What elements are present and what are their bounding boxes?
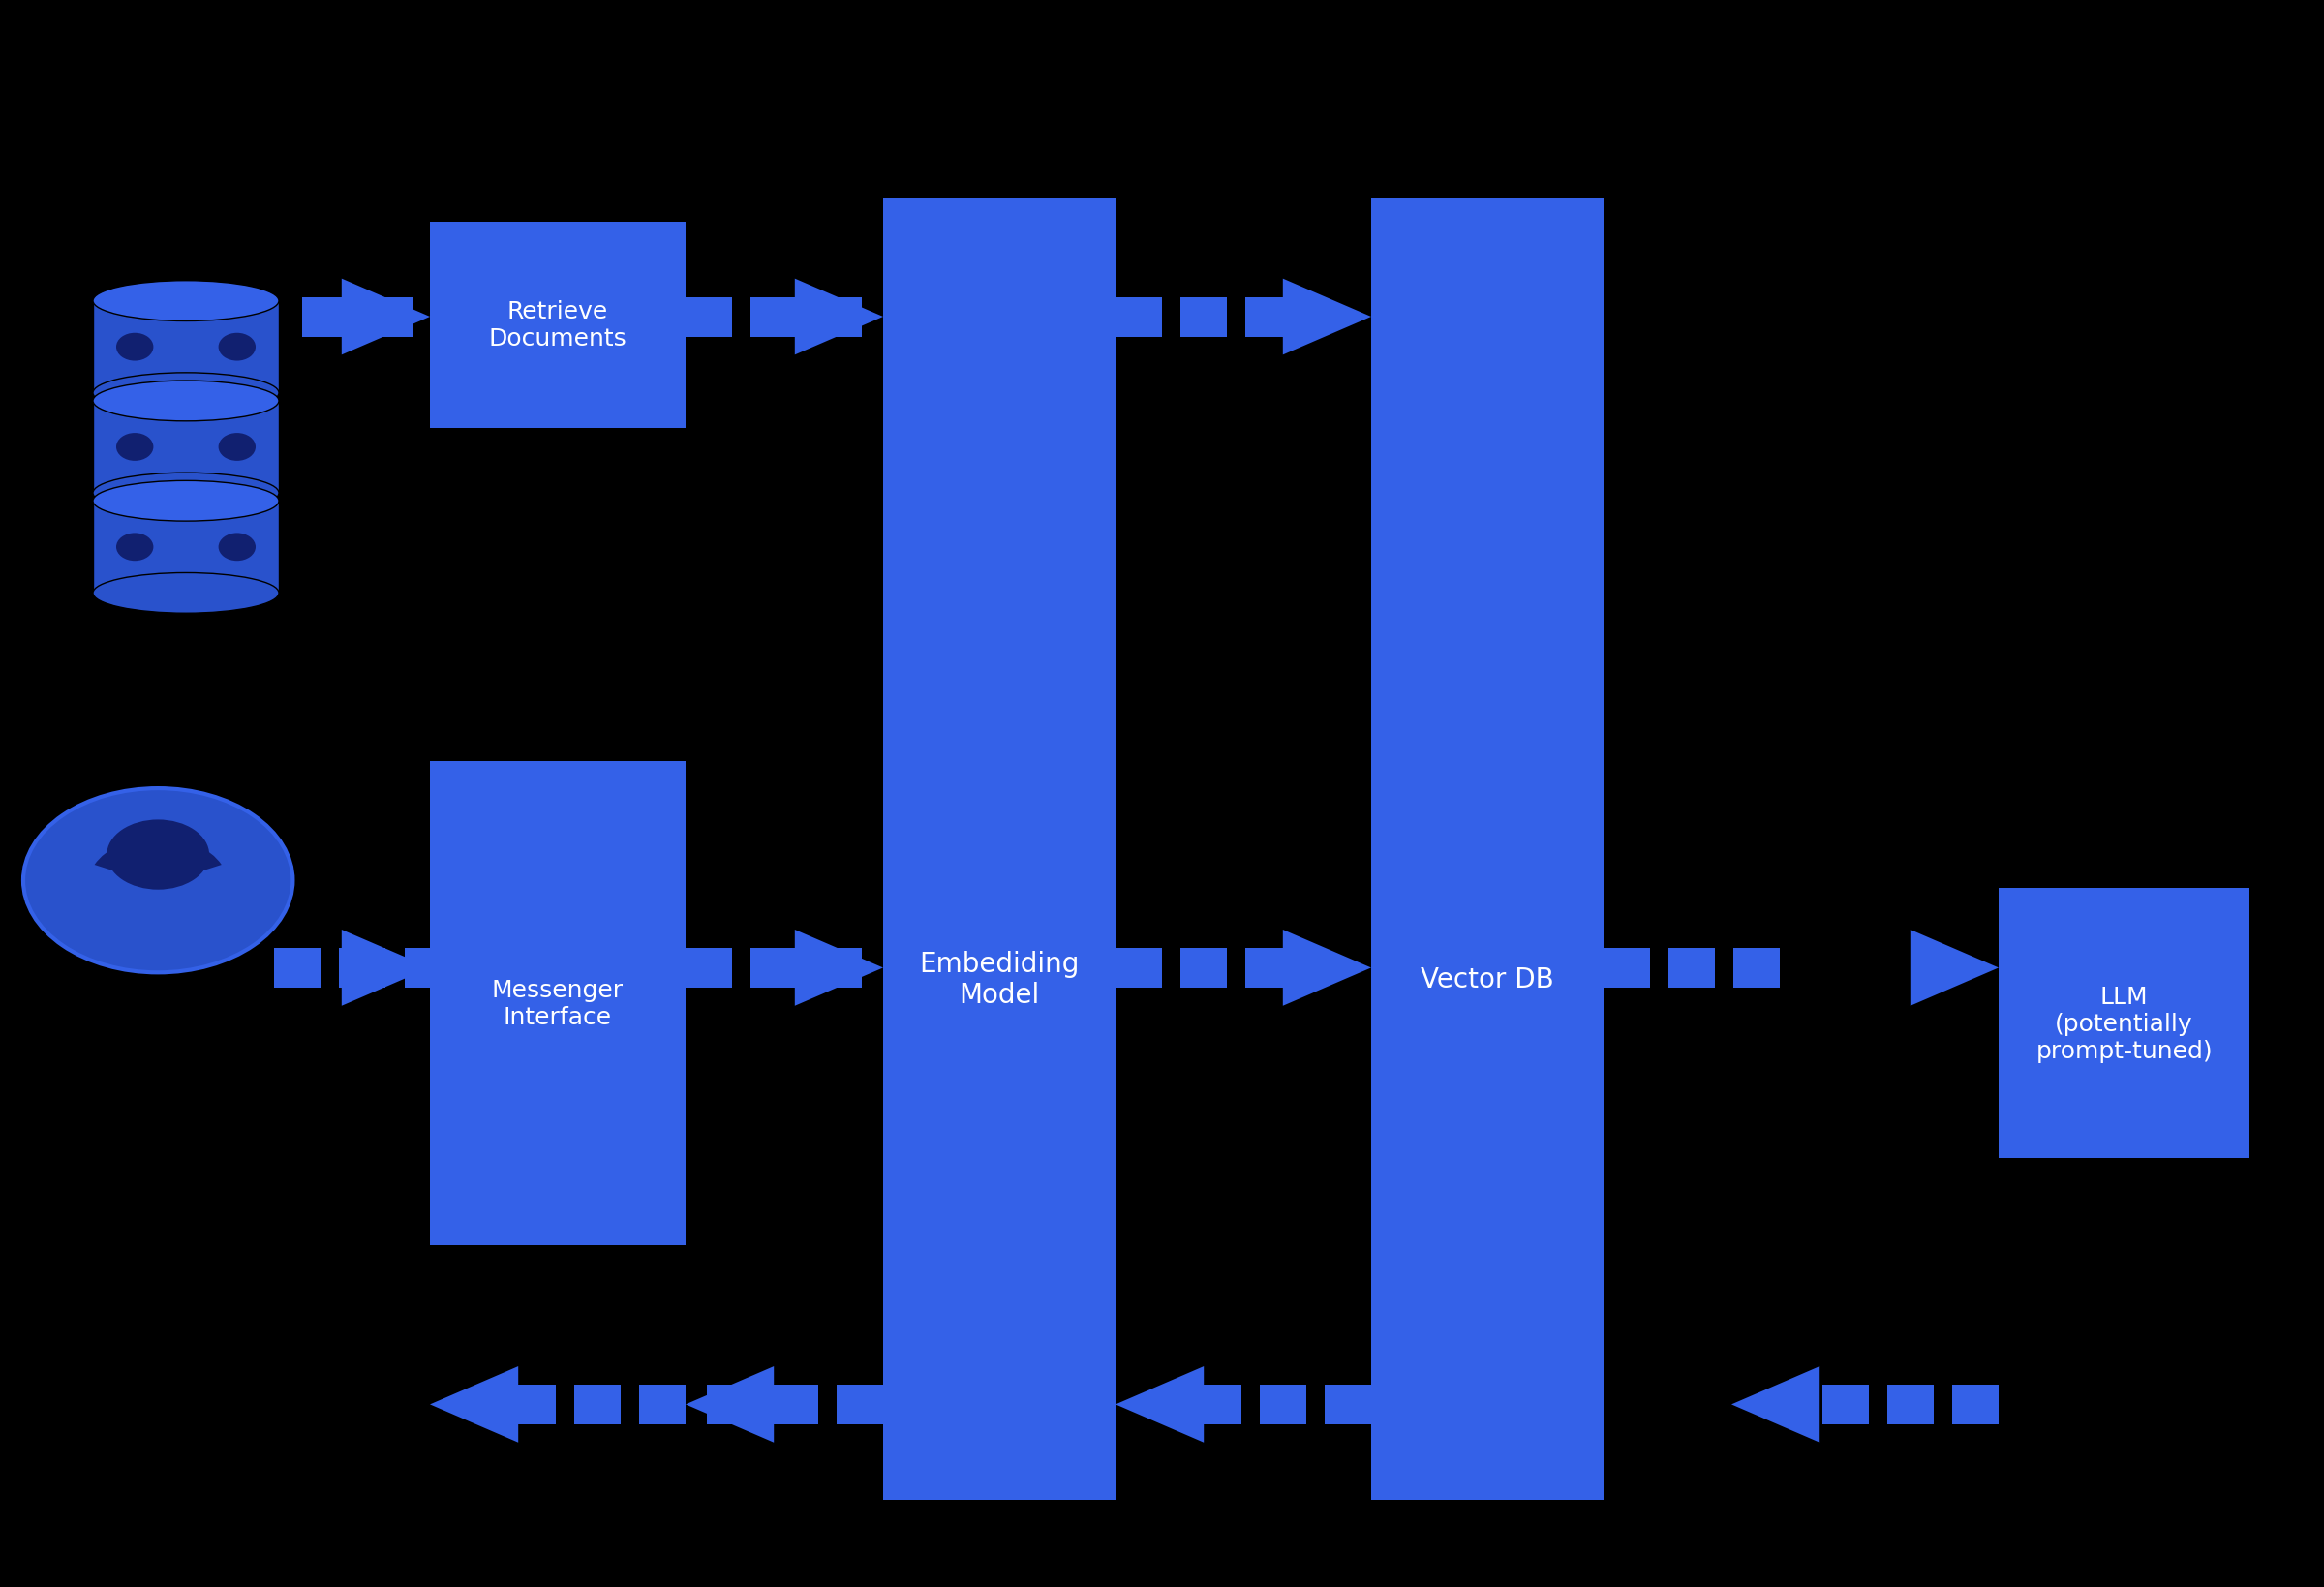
Bar xyxy=(639,1384,686,1425)
Bar xyxy=(430,762,686,1246)
Ellipse shape xyxy=(116,533,153,562)
Bar xyxy=(1669,947,1715,987)
Ellipse shape xyxy=(93,373,279,414)
Polygon shape xyxy=(1283,279,1371,355)
Ellipse shape xyxy=(93,481,279,522)
Bar xyxy=(302,297,349,336)
Bar xyxy=(404,947,451,987)
Bar xyxy=(509,1384,555,1425)
Text: Embediding
Model: Embediding Model xyxy=(920,951,1078,1008)
Bar xyxy=(1999,889,2250,1159)
Bar xyxy=(93,501,279,594)
Bar xyxy=(367,297,414,336)
Polygon shape xyxy=(1371,1366,1459,1443)
Polygon shape xyxy=(430,1366,518,1443)
Bar xyxy=(1069,1384,1116,1425)
Bar xyxy=(837,1384,883,1425)
Bar xyxy=(1492,1384,1538,1425)
Text: Vector DB: Vector DB xyxy=(1420,965,1555,993)
Bar xyxy=(686,297,732,336)
Bar xyxy=(93,302,279,394)
Polygon shape xyxy=(342,930,430,1006)
Bar xyxy=(1195,1384,1241,1425)
Bar xyxy=(1116,947,1162,987)
Bar xyxy=(1246,947,1292,987)
Bar xyxy=(1557,1384,1604,1425)
Ellipse shape xyxy=(93,473,279,514)
Text: LLM
(potentially
prompt-tuned): LLM (potentially prompt-tuned) xyxy=(2036,986,2212,1062)
Ellipse shape xyxy=(116,333,153,362)
Bar xyxy=(751,297,797,336)
Bar xyxy=(706,1384,753,1425)
Bar xyxy=(1246,297,1292,336)
Polygon shape xyxy=(342,279,430,355)
Bar xyxy=(1181,297,1227,336)
Ellipse shape xyxy=(218,433,256,462)
Text: Retrieve
Documents: Retrieve Documents xyxy=(488,300,627,351)
Polygon shape xyxy=(1731,1366,1820,1443)
Bar xyxy=(1116,297,1162,336)
Bar xyxy=(1952,1384,1999,1425)
Bar xyxy=(816,297,862,336)
Bar xyxy=(772,1384,818,1425)
Ellipse shape xyxy=(93,281,279,322)
Polygon shape xyxy=(883,1366,971,1443)
Bar xyxy=(274,947,321,987)
Bar xyxy=(939,1384,985,1425)
Polygon shape xyxy=(795,930,883,1006)
Polygon shape xyxy=(1116,1366,1204,1443)
Polygon shape xyxy=(1283,930,1371,1006)
Bar xyxy=(883,198,1116,1500)
Bar xyxy=(1004,1384,1050,1425)
Polygon shape xyxy=(795,279,883,355)
Bar xyxy=(1887,1384,1934,1425)
Ellipse shape xyxy=(218,333,256,362)
Ellipse shape xyxy=(116,433,153,462)
Bar xyxy=(430,222,686,428)
Polygon shape xyxy=(1910,930,1999,1006)
Bar xyxy=(1822,1384,1868,1425)
Bar xyxy=(816,947,862,987)
Bar xyxy=(93,402,279,494)
Bar xyxy=(1371,198,1604,1500)
Bar xyxy=(432,297,479,336)
Bar xyxy=(686,947,732,987)
Wedge shape xyxy=(95,838,221,886)
Ellipse shape xyxy=(218,533,256,562)
Ellipse shape xyxy=(93,381,279,422)
Ellipse shape xyxy=(93,573,279,614)
Bar xyxy=(751,947,797,987)
Circle shape xyxy=(107,820,209,890)
Bar xyxy=(1734,947,1780,987)
Bar xyxy=(1604,947,1650,987)
Bar xyxy=(1181,947,1227,987)
Bar xyxy=(574,1384,621,1425)
Bar xyxy=(1427,1384,1473,1425)
Text: Messenger
Interface: Messenger Interface xyxy=(493,979,623,1028)
Bar xyxy=(1325,1384,1371,1425)
Bar xyxy=(339,947,386,987)
Polygon shape xyxy=(686,1366,774,1443)
Bar xyxy=(1260,1384,1306,1425)
Circle shape xyxy=(23,789,293,973)
